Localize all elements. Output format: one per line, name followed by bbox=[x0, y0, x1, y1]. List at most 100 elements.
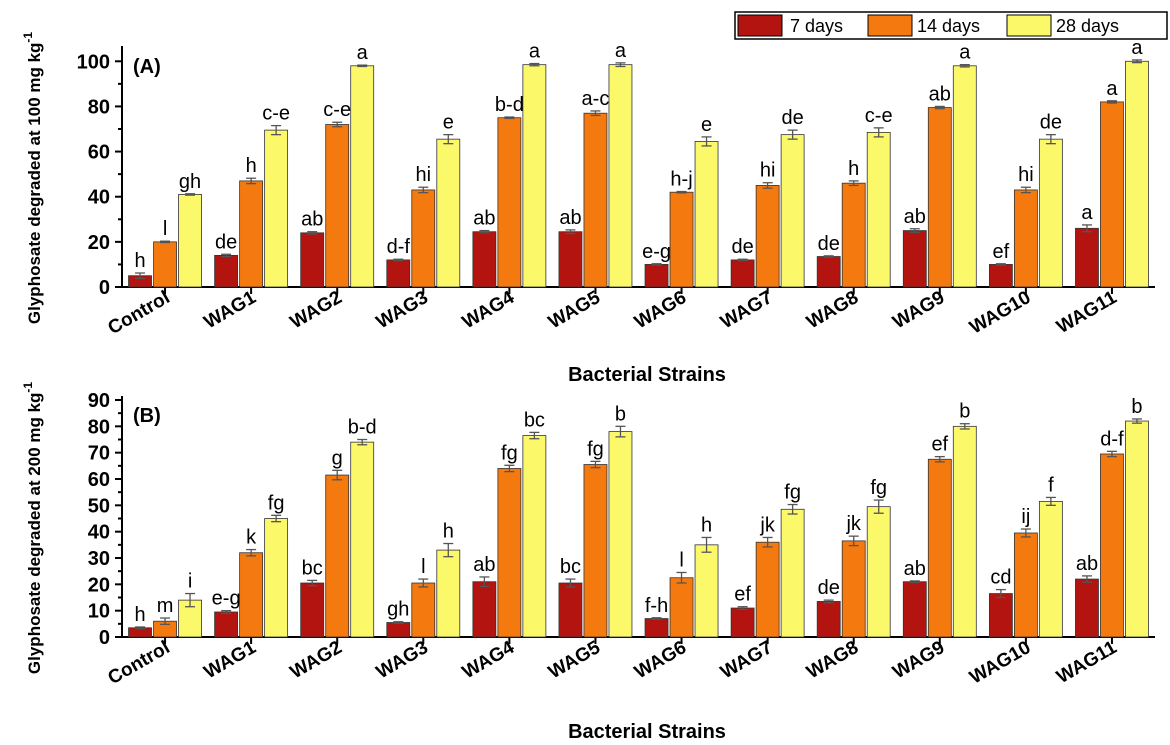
panel-b-category-label: WAG8 bbox=[803, 637, 862, 683]
panel-a-significance-letter: ab bbox=[301, 209, 323, 231]
panel-a-bar-28-days bbox=[780, 134, 805, 288]
panel-a-significance-letter: a-c bbox=[582, 88, 610, 110]
panel-a-bar-7-days bbox=[644, 264, 669, 288]
panel-b-significance-letter: gh bbox=[387, 599, 409, 621]
panel-a-bar-28-days bbox=[694, 141, 719, 288]
panel-b-significance-letter: m bbox=[157, 595, 174, 617]
panel-b-bar-14-days bbox=[239, 552, 264, 638]
panel-a-category-label: WAG3 bbox=[373, 287, 432, 333]
panel-a-significance-letter: a bbox=[959, 42, 971, 64]
panel-a-category-label: WAG11 bbox=[1053, 287, 1121, 338]
panel-a-significance-letter: ab bbox=[929, 83, 951, 105]
panel-a-significance-letter: ef bbox=[993, 241, 1010, 263]
panel-a-bar-14-days bbox=[841, 182, 866, 288]
panel-a-significance-letter: a bbox=[1131, 37, 1143, 59]
panel-a-bar-7-days bbox=[300, 232, 325, 288]
panel-b-y-tick-label: 0 bbox=[99, 627, 110, 649]
panel-b-bar-7-days bbox=[1075, 578, 1099, 638]
panel-b-bar-14-days bbox=[583, 464, 608, 638]
panel-a-bar-7-days bbox=[386, 259, 411, 288]
panel-b-bar-28-days bbox=[350, 441, 375, 638]
panel-a-significance-letter: ab bbox=[559, 207, 581, 229]
panel-a-category-label: WAG2 bbox=[287, 287, 346, 333]
panel-b-significance-letter: de bbox=[818, 577, 840, 599]
panel-a-significance-letter: b-d bbox=[495, 94, 524, 116]
panel-a-bar-7-days bbox=[558, 231, 583, 288]
panel-a-significance-letter: e-g bbox=[642, 241, 671, 263]
legend-swatch-28-days bbox=[1006, 14, 1052, 37]
panel-b-y-tick-label: 80 bbox=[88, 416, 110, 438]
panel-a-significance-letter: de bbox=[818, 233, 840, 255]
panel-b-bar-28-days bbox=[264, 518, 289, 638]
panel-b-bar-7-days bbox=[472, 581, 497, 638]
panel-b-bar-14-days bbox=[325, 474, 350, 638]
panel-b-bar-28-days bbox=[694, 544, 719, 638]
panel-b-x-axis-title: Bacterial Strains bbox=[568, 721, 726, 743]
panel-a-significance-letter: a bbox=[615, 40, 627, 62]
panel-b-bar-28-days bbox=[608, 431, 633, 638]
panel-b-y-tick-label: 10 bbox=[88, 601, 110, 623]
panel-b-significance-letter: ab bbox=[473, 554, 495, 576]
panel-a-significance-letter: h bbox=[848, 158, 859, 180]
panel-b-bar-14-days bbox=[927, 458, 952, 638]
panel-a-significance-letter: a bbox=[357, 42, 369, 64]
legend-swatch-7-days bbox=[737, 14, 783, 37]
panel-b-significance-letter: k bbox=[246, 527, 257, 549]
panel-a-bar-28-days bbox=[952, 65, 977, 288]
panel-a-significance-letter: de bbox=[782, 107, 804, 129]
panel-a-bar-28-days bbox=[264, 129, 289, 288]
panel-b-significance-letter: h bbox=[134, 604, 145, 626]
panel-b-bar-14-days bbox=[669, 577, 694, 638]
panel-b-significance-letter: f bbox=[1048, 474, 1054, 496]
panel-a-y-axis-title-text: Glyphosate degraded at 100 mg kg bbox=[25, 43, 44, 325]
panel-b-bar-28-days bbox=[436, 549, 461, 638]
panel-a-bar-14-days bbox=[1013, 189, 1038, 288]
panel-a-bar-14-days bbox=[583, 112, 608, 288]
panel-b-significance-letter: b bbox=[615, 403, 626, 425]
panel-a-bar-7-days bbox=[214, 254, 239, 288]
panel-b-category-label: WAG3 bbox=[373, 637, 432, 683]
panel-a-significance-letter: l bbox=[163, 218, 167, 240]
panel-b-bar-7-days bbox=[902, 581, 927, 638]
panel-b-significance-letter: fg bbox=[268, 492, 285, 514]
panel-a-bar-7-days bbox=[730, 259, 755, 288]
panel-b-significance-letter: h bbox=[701, 514, 712, 536]
panel-a-significance-letter: a bbox=[1081, 202, 1093, 224]
panel-a-bar-14-days bbox=[153, 241, 177, 288]
panel-b-bar-7-days bbox=[730, 607, 755, 638]
panel-b-bar-28-days bbox=[952, 425, 977, 638]
panel-a-bar-14-days bbox=[755, 185, 780, 288]
panel-a-category-label: WAG9 bbox=[889, 287, 948, 333]
panel-b-category-label: WAG7 bbox=[717, 637, 776, 683]
panel-b-category-label: WAG5 bbox=[545, 637, 604, 683]
panel-a-significance-letter: c-e bbox=[323, 99, 351, 121]
panel-b-significance-letter: ef bbox=[734, 584, 751, 606]
panel-b-significance-letter: i bbox=[188, 571, 192, 593]
panel-b-significance-letter: fg bbox=[784, 482, 801, 504]
panel-b-significance-letter: ij bbox=[1021, 506, 1030, 528]
panel-b-significance-letter: d-f bbox=[1100, 428, 1124, 450]
panel-b-category-label: WAG10 bbox=[966, 637, 1034, 688]
panel-b-bar-14-days bbox=[755, 541, 780, 638]
panel-b-category-label: WAG11 bbox=[1053, 637, 1121, 688]
panel-b-y-axis-title: Glyphosate degraded at 200 mg kg-1 bbox=[21, 382, 44, 675]
panel-b-label: (B) bbox=[133, 405, 161, 427]
panel-b-y-tick-label: 70 bbox=[88, 443, 110, 465]
panel-a-significance-letter: hi bbox=[416, 164, 432, 186]
panel-a-significance-letter: hi bbox=[1018, 164, 1034, 186]
panel-a-y-tick-label: 60 bbox=[88, 142, 110, 164]
panel-b-y-tick-label: 60 bbox=[88, 469, 110, 491]
panel-b-bar-28-days bbox=[866, 506, 891, 638]
panel-b-significance-letter: f-h bbox=[645, 595, 668, 617]
panel-a-significance-letter: c-e bbox=[865, 105, 893, 127]
panel-b-significance-letter: h bbox=[443, 521, 454, 543]
panel-b-y-tick-label: 90 bbox=[88, 390, 110, 412]
panel-b-bar-14-days bbox=[1013, 532, 1038, 638]
panel-b-y-tick-label: 20 bbox=[88, 574, 110, 596]
panel-a-significance-letter: h bbox=[246, 155, 257, 177]
panel-b-bar-28-days bbox=[780, 508, 805, 638]
panel-a-significance-letter: ab bbox=[473, 208, 495, 230]
panel-b-y-tick-label: 50 bbox=[88, 495, 110, 517]
